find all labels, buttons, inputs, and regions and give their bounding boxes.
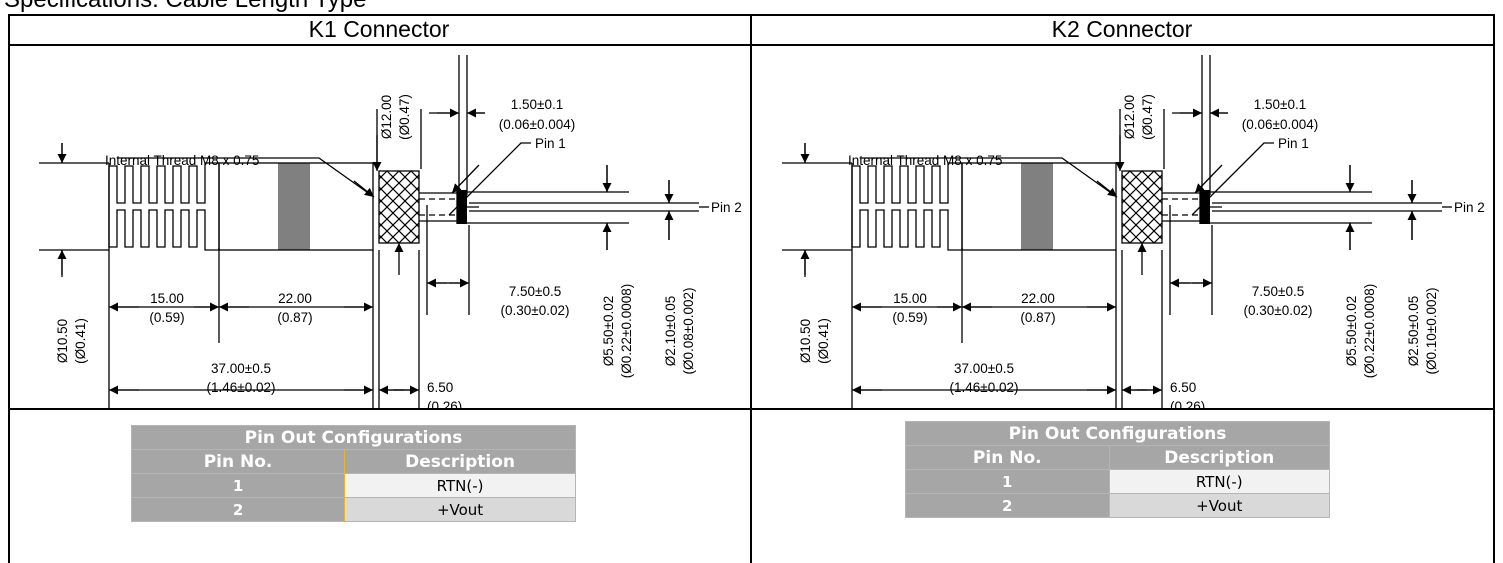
pin-description: +Vout: [344, 497, 576, 522]
dim-d-knurl-in: (Ø0.47): [1140, 94, 1155, 140]
dim-pin1: Pin 1: [1278, 136, 1309, 151]
dim-d-sleeve-in: (Ø0.22±0.0008): [1362, 284, 1377, 378]
dim-d-knurl-mm: Ø12.00: [1122, 95, 1137, 139]
table-row: 1 RTN(-): [905, 469, 1331, 494]
dim-total-len-in: (1.46±0.02): [950, 380, 1019, 395]
k2-connector-title: K2 Connector: [1051, 16, 1193, 42]
dim-knurl-len-mm: 6.50: [427, 380, 453, 395]
pin-number: 2: [130, 497, 346, 522]
body-ribbing: [1021, 163, 1053, 250]
dim-gap-mm: 1.50±0.1: [511, 97, 563, 112]
pin-number: 1: [905, 469, 1110, 494]
dim-d-body-mm: Ø10.50: [55, 319, 70, 363]
knurled-nut: [1121, 170, 1163, 244]
connector-body: [218, 162, 374, 251]
connector-outline-svg: Internal Thread M8 x 0.75 Pin 1 Pin 2 15…: [39, 55, 742, 421]
dim-sleeve-len-mm: 7.50±0.5: [1252, 284, 1304, 299]
grip-fins: [851, 162, 963, 251]
body-ribbing: [278, 163, 310, 250]
dim-sleeve-len-in: (0.30±0.02): [1244, 303, 1313, 318]
dim-d-pin-in: (Ø0.08±0.002): [681, 288, 696, 375]
connector-outline-svg: Internal Thread M8 x 0.75 Pin 1 Pin 2 15…: [782, 55, 1485, 421]
dim-d-knurl-mm: Ø12.00: [379, 95, 394, 139]
dim-d-knurl-in: (Ø0.47): [397, 94, 412, 140]
dim-sleeve-len-mm: 7.50±0.5: [509, 284, 561, 299]
dim-knurl-len-mm: 6.50: [1170, 380, 1196, 395]
sleeve: [419, 190, 458, 224]
k2-pinout-table: Pin Out Configurations Pin No. Descripti…: [905, 421, 1331, 518]
k2-connector-drawing: Internal Thread M8 x 0.75 Pin 1 Pin 2 15…: [752, 45, 1493, 421]
knurled-nut: [378, 170, 420, 244]
dim-body-len-mm: 22.00: [278, 291, 312, 306]
dim-sleeve-len-in: (0.30±0.02): [501, 303, 570, 318]
pin-number: 1: [130, 473, 346, 498]
description-header: Description: [344, 449, 576, 474]
k1-pinout-table: Pin Out Configurations Pin No. Descripti…: [130, 425, 576, 522]
dim-d-pin-in: (Ø0.10±0.002): [1424, 288, 1439, 375]
header-text: Specifications: Cable Length Type: [4, 0, 366, 14]
pin-number: 2: [905, 493, 1110, 518]
dim-body-len-in: (0.87): [1020, 310, 1055, 325]
table-row: 1 RTN(-): [130, 473, 576, 498]
connector-body: [961, 162, 1117, 251]
pin-description: +Vout: [1108, 493, 1331, 518]
dim-thread: Internal Thread M8 x 0.75: [848, 153, 1002, 168]
cropped-header: Specifications: Cable Length Type: [0, 0, 1503, 18]
pin-number-header: Pin No.: [905, 445, 1110, 470]
k1-connector-drawing: Internal Thread M8 x 0.75 Pin 1 Pin 2 15…: [9, 45, 750, 421]
k1-connector-title: K1 Connector: [308, 16, 450, 42]
sleeve: [1162, 190, 1201, 224]
dim-total-len-mm: 37.00±0.5: [211, 361, 271, 376]
dim-body-len-mm: 22.00: [1021, 291, 1055, 306]
dim-thread: Internal Thread M8 x 0.75: [105, 153, 259, 168]
dim-d-body-mm: Ø10.50: [798, 319, 813, 363]
dim-d-sleeve-mm: Ø5.50±0.02: [601, 296, 616, 366]
dim-d-pin-mm: Ø2.50±0.05: [1406, 296, 1421, 366]
dim-d-sleeve-in: (Ø0.22±0.0008): [619, 284, 634, 378]
pinout-table-title: Pin Out Configurations: [905, 421, 1330, 446]
dim-d-sleeve-mm: Ø5.50±0.02: [1344, 296, 1359, 366]
dim-knurl-len-in: (0.26): [427, 399, 462, 408]
dim-gap-in: (0.06±0.004): [499, 117, 575, 132]
table-row: 2 +Vout: [130, 497, 576, 522]
pin-description: RTN(-): [1108, 469, 1331, 494]
dim-grip-len-mm: 15.00: [893, 291, 927, 306]
dim-total-len-mm: 37.00±0.5: [954, 361, 1014, 376]
connector-spec-table: K1 Connector K2 Connector: [8, 14, 1495, 563]
dim-knurl-len-in: (0.26): [1170, 399, 1205, 408]
pin-number-header: Pin No.: [130, 449, 346, 474]
dim-gap-mm: 1.50±0.1: [1254, 97, 1306, 112]
dim-grip-len-mm: 15.00: [150, 291, 184, 306]
dim-gap-in: (0.06±0.004): [1242, 117, 1318, 132]
dim-body-len-in: (0.87): [277, 310, 312, 325]
grip-fins: [108, 162, 220, 251]
dim-pin2: Pin 2: [711, 200, 742, 215]
dim-d-body-in: (Ø0.41): [816, 318, 831, 364]
dim-grip-len-in: (0.59): [892, 310, 927, 325]
dim-d-body-in: (Ø0.41): [73, 318, 88, 364]
dim-pin2: Pin 2: [1454, 200, 1485, 215]
table-row: 2 +Vout: [905, 493, 1331, 518]
dim-pin1: Pin 1: [535, 136, 566, 151]
description-header: Description: [1108, 445, 1331, 470]
dim-d-pin-mm: Ø2.10±0.05: [663, 296, 678, 366]
pin-description: RTN(-): [344, 473, 576, 498]
dim-grip-len-in: (0.59): [149, 310, 184, 325]
dim-total-len-in: (1.46±0.02): [207, 380, 276, 395]
pinout-table-title: Pin Out Configurations: [131, 425, 576, 450]
